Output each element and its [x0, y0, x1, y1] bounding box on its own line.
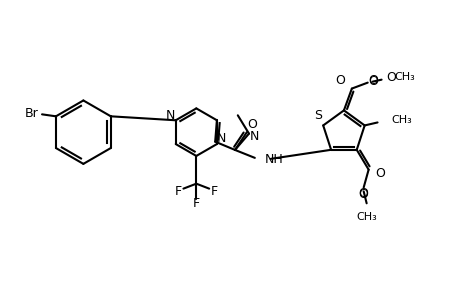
Text: Br: Br: [24, 107, 38, 120]
Text: F: F: [174, 185, 182, 198]
Text: CH₃: CH₃: [356, 212, 376, 222]
Text: N: N: [166, 109, 175, 122]
Text: CH₃: CH₃: [394, 72, 414, 82]
Text: F: F: [210, 185, 217, 198]
Text: F: F: [192, 197, 200, 210]
Text: NH: NH: [264, 153, 283, 166]
Text: O: O: [386, 71, 396, 84]
Text: O: O: [357, 188, 367, 201]
Text: O: O: [368, 75, 378, 88]
Text: N: N: [250, 130, 259, 143]
Text: N: N: [216, 132, 225, 145]
Text: O: O: [368, 74, 378, 87]
Text: S: S: [313, 109, 322, 122]
Text: O: O: [334, 74, 344, 87]
Text: O: O: [375, 167, 385, 180]
Text: CH₃: CH₃: [391, 116, 411, 125]
Text: O: O: [357, 187, 367, 200]
Text: O: O: [246, 118, 256, 131]
